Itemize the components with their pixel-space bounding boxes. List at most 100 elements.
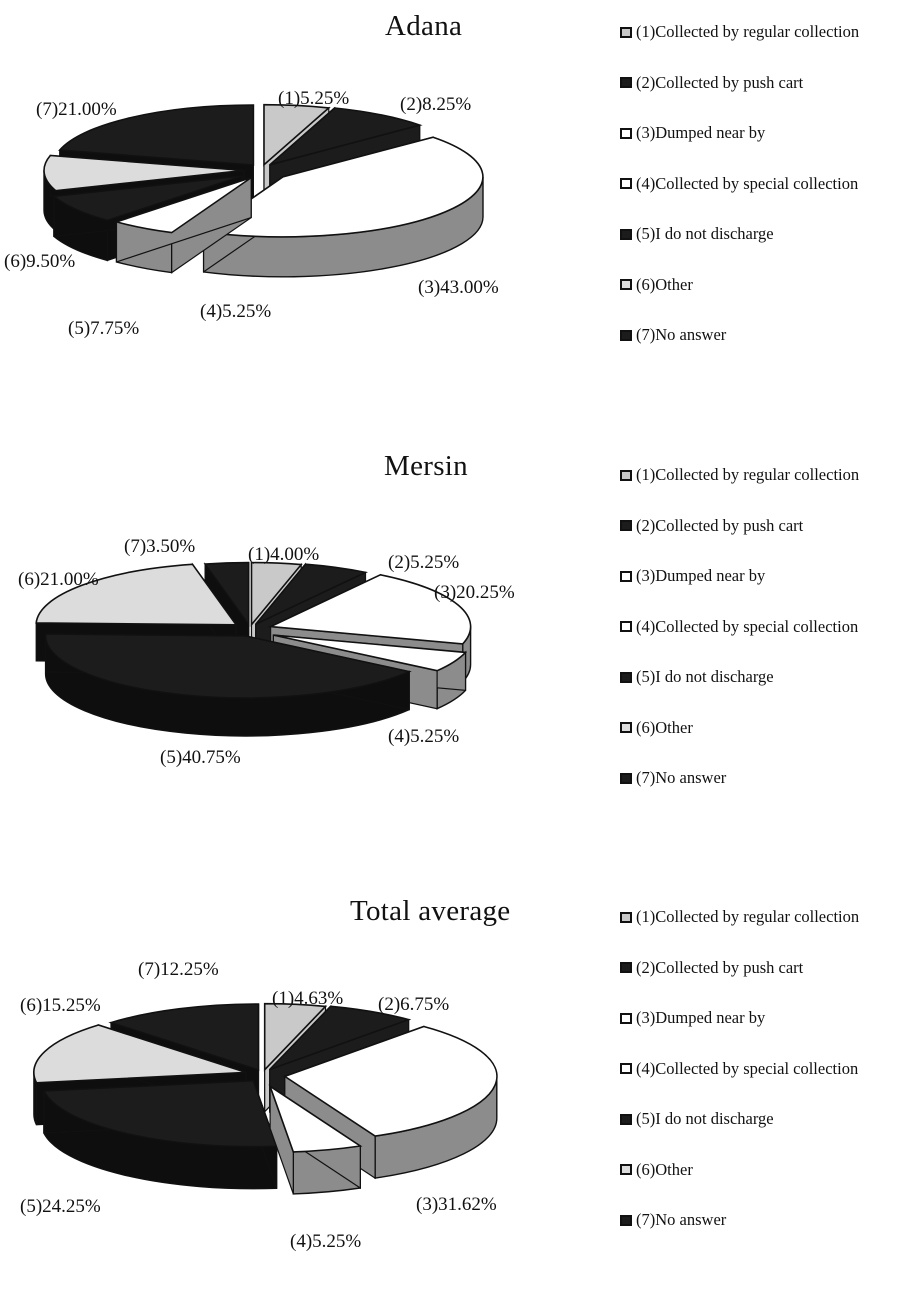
legend-label-total-7: (7)No answer bbox=[636, 1210, 727, 1230]
data-label-mersin-3: (3)20.25% bbox=[434, 582, 515, 603]
legend-label-mersin-2: (2)Collected by push cart bbox=[636, 515, 804, 535]
data-label-total-1: (1)4.63% bbox=[272, 988, 343, 1009]
legend-item-adana-2: (2)Collected by push cart bbox=[620, 58, 859, 109]
legend-swatch-mersin-3 bbox=[620, 570, 632, 582]
legend-swatch-adana-7 bbox=[620, 329, 632, 341]
data-label-mersin-4: (4)5.25% bbox=[388, 726, 459, 747]
data-label-total-5: (5)24.25% bbox=[20, 1196, 101, 1217]
legend-item-adana-7: (7)No answer bbox=[620, 310, 859, 361]
legend-label-mersin-1: (1)Collected by regular collection bbox=[636, 465, 860, 485]
legend-swatch-adana-4 bbox=[620, 178, 632, 190]
slice-top-adana-6 bbox=[43, 154, 245, 192]
chart-panel-adana: (1)5.25% (2)8.25% (3)43.00% (4)5.25% (5)7.75… bbox=[0, 0, 915, 410]
data-label-mersin-2: (2)5.25% bbox=[388, 552, 459, 573]
legend-swatch-adana-1 bbox=[620, 26, 632, 38]
legend-swatch-total-2 bbox=[620, 962, 632, 974]
legend-item-total-2: (2)Collected by push cart bbox=[620, 943, 859, 994]
data-label-adana-3: (3)43.00% bbox=[418, 277, 499, 298]
legend-swatch-adana-6 bbox=[620, 279, 632, 291]
legend-item-mersin-7: (7)No answer bbox=[620, 753, 859, 804]
legend-swatch-mersin-5 bbox=[620, 671, 632, 683]
legend-swatch-adana-5 bbox=[620, 228, 632, 240]
legend-label-total-5: (5)I do not discharge bbox=[636, 1109, 774, 1129]
data-label-mersin-7: (7)3.50% bbox=[124, 536, 195, 557]
legend-item-total-6: (6)Other bbox=[620, 1145, 859, 1196]
slice-top-mersin-3 bbox=[267, 573, 472, 645]
legend-item-total-4: (4)Collected by special collection bbox=[620, 1044, 859, 1095]
data-label-total-6: (6)15.25% bbox=[20, 995, 101, 1016]
legend-label-mersin-5: (5)I do not discharge bbox=[636, 667, 774, 687]
legend-swatch-total-7 bbox=[620, 1214, 632, 1226]
legend-label-total-1: (1)Collected by regular collection bbox=[636, 907, 860, 927]
chart-title-total: Total average bbox=[350, 895, 511, 927]
legend-label-total-2: (2)Collected by push cart bbox=[636, 957, 804, 977]
legend-swatch-mersin-7 bbox=[620, 772, 632, 784]
legend-swatch-total-6 bbox=[620, 1164, 632, 1176]
slice-top-mersin-6 bbox=[35, 563, 238, 626]
data-label-mersin-5: (5)40.75% bbox=[160, 747, 241, 768]
legend-swatch-total-1 bbox=[620, 911, 632, 923]
legend-item-total-3: (3)Dumped near by bbox=[620, 993, 859, 1044]
data-label-adana-2: (2)8.25% bbox=[400, 94, 471, 115]
legend-item-mersin-2: (2)Collected by push cart bbox=[620, 501, 859, 552]
legend-swatch-total-3 bbox=[620, 1012, 632, 1024]
legend-adana: (1)Collected by regular collection (2)Col… bbox=[620, 7, 859, 361]
legend-label-mersin-7: (7)No answer bbox=[636, 768, 727, 788]
slice-top-mersin-5 bbox=[44, 633, 412, 699]
legend-item-adana-1: (1)Collected by regular collection bbox=[620, 7, 859, 58]
slice-top-total-5 bbox=[42, 1079, 278, 1148]
legend-item-mersin-5: (5)I do not discharge bbox=[620, 652, 859, 703]
legend-label-adana-1: (1)Collected by regular collection bbox=[636, 22, 860, 42]
slice-mersin-5 bbox=[44, 633, 412, 737]
chart-panel-mersin: (1)4.00% (2)5.25% (3)20.25% (4)5.25% (5)40.7… bbox=[0, 440, 915, 850]
data-label-adana-5: (5)7.75% bbox=[68, 318, 139, 339]
data-label-total-4: (4)5.25% bbox=[290, 1231, 361, 1252]
slice-top-total-4 bbox=[268, 1084, 363, 1153]
legend-label-adana-2: (2)Collected by push cart bbox=[636, 72, 804, 92]
chart-title-adana: Adana bbox=[385, 10, 463, 42]
legend-swatch-mersin-6 bbox=[620, 722, 632, 734]
legend-label-adana-6: (6)Other bbox=[636, 274, 693, 294]
data-label-adana-6: (6)9.50% bbox=[4, 251, 75, 272]
slice-adana-3 bbox=[201, 136, 484, 278]
slice-top-adana-3 bbox=[201, 136, 484, 238]
legend-swatch-mersin-1 bbox=[620, 469, 632, 481]
data-label-adana-1: (1)5.25% bbox=[278, 88, 349, 109]
slice-top-total-3 bbox=[283, 1025, 498, 1137]
chart-panel-total: (1)4.63% (2)6.75% (3)31.62% (4)5.25% (5)24.2… bbox=[0, 880, 915, 1290]
data-label-total-7: (7)12.25% bbox=[138, 959, 219, 980]
legend-swatch-mersin-2 bbox=[620, 520, 632, 532]
data-label-adana-7: (7)21.00% bbox=[36, 99, 117, 120]
legend-label-adana-3: (3)Dumped near by bbox=[636, 123, 766, 143]
chart-title-mersin: Mersin bbox=[384, 450, 468, 482]
legend-label-total-3: (3)Dumped near by bbox=[636, 1008, 766, 1028]
legend-total: (1)Collected by regular collection (2)Col… bbox=[620, 892, 859, 1246]
slice-top-total-6 bbox=[33, 1024, 247, 1084]
legend-label-adana-7: (7)No answer bbox=[636, 325, 727, 345]
data-label-total-3: (3)31.62% bbox=[416, 1194, 497, 1215]
legend-label-total-6: (6)Other bbox=[636, 1159, 693, 1179]
slice-top-adana-1 bbox=[263, 103, 331, 167]
legend-label-adana-5: (5)I do not discharge bbox=[636, 224, 774, 244]
legend-item-adana-4: (4)Collected by special collection bbox=[620, 159, 859, 210]
data-label-mersin-1: (1)4.00% bbox=[248, 544, 319, 565]
legend-swatch-total-4 bbox=[620, 1063, 632, 1075]
legend-item-adana-3: (3)Dumped near by bbox=[620, 108, 859, 159]
data-label-total-2: (2)6.75% bbox=[378, 994, 449, 1015]
legend-mersin: (1)Collected by regular collection (2)Col… bbox=[620, 450, 859, 804]
slice-top-mersin-2 bbox=[255, 563, 369, 625]
legend-item-mersin-6: (6)Other bbox=[620, 703, 859, 754]
slice-top-mersin-1 bbox=[250, 561, 303, 627]
pie-chart-mersin: (1)4.00% (2)5.25% (3)20.25% (4)5.25% (5)40.7… bbox=[18, 536, 515, 768]
slice-top-adana-5 bbox=[51, 175, 243, 222]
slice-total-5 bbox=[42, 1079, 278, 1190]
legend-label-mersin-6: (6)Other bbox=[636, 717, 693, 737]
legend-item-adana-5: (5)I do not discharge bbox=[620, 209, 859, 260]
legend-item-mersin-4: (4)Collected by special collection bbox=[620, 602, 859, 653]
slice-adana-4 bbox=[113, 176, 252, 274]
pie-chart-adana: (1)5.25% (2)8.25% (3)43.00% (4)5.25% (5)7.75… bbox=[4, 88, 499, 339]
legend-swatch-mersin-4 bbox=[620, 621, 632, 633]
slice-top-adana-4 bbox=[113, 176, 252, 234]
slice-total-4 bbox=[268, 1084, 363, 1195]
slice-top-total-7 bbox=[108, 1003, 260, 1072]
